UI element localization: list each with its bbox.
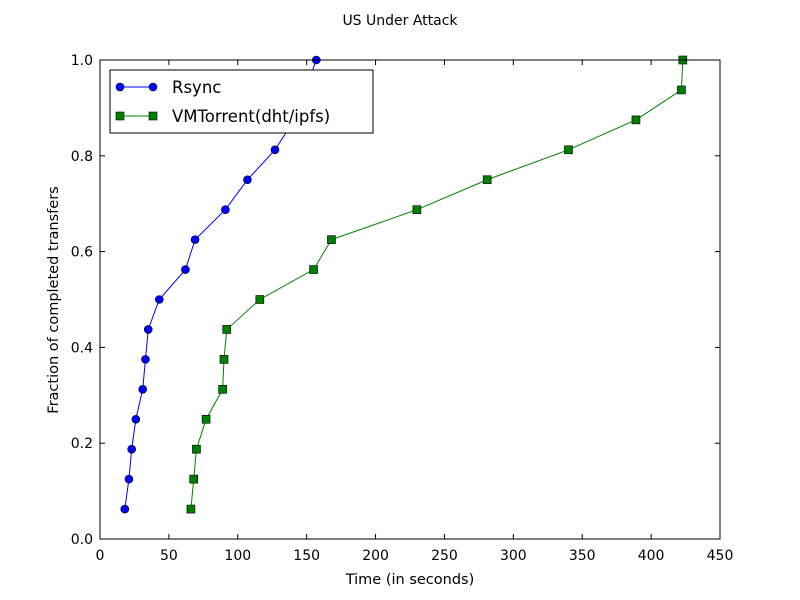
- chart-title: US Under Attack: [342, 13, 458, 29]
- data-point: [201, 414, 211, 424]
- legend-marker: [115, 111, 125, 121]
- data-point: [141, 355, 150, 364]
- plot-frame: [99, 59, 721, 540]
- x-axis: 0 50 100 150 200 250 300 350 400 450: [96, 60, 734, 564]
- data-point: [124, 474, 134, 484]
- x-tick-label: 450: [707, 548, 734, 564]
- data-point: [255, 295, 265, 304]
- legend-box: [109, 69, 374, 134]
- data-point: [143, 325, 153, 334]
- plot-background: [100, 60, 720, 539]
- y-tick-label: 0.8: [71, 149, 93, 165]
- data-point: [192, 444, 201, 454]
- x-tick-label: 100: [224, 548, 251, 564]
- x-tick-label: 150: [293, 548, 320, 564]
- x-tick-label: 50: [160, 548, 178, 564]
- data-point: [138, 385, 148, 394]
- series-line: [190, 59, 684, 510]
- legend: Rsync VMTorrent(dht/ipfs): [109, 69, 374, 134]
- data-point: [186, 504, 196, 514]
- y-tick-label: 0.6: [71, 245, 93, 261]
- y-tick-label: 0.4: [71, 340, 93, 356]
- series-vmtorrent: [186, 55, 688, 514]
- plot-area: [100, 60, 720, 539]
- legend-marker: [148, 82, 158, 92]
- data-point: [190, 235, 200, 244]
- x-tick-label: 200: [362, 548, 389, 564]
- legend-label: Rsync: [172, 78, 221, 97]
- y-axis: 0.0 0.2 0.4 0.6 0.8 1.0: [71, 53, 720, 548]
- data-point: [564, 145, 573, 155]
- y-tick-label: 0.2: [71, 436, 93, 452]
- data-point: [218, 385, 227, 394]
- data-point: [127, 444, 136, 454]
- data-point: [222, 325, 232, 334]
- data-point: [631, 115, 641, 125]
- y-axis-label: Fraction of completed transfers: [46, 186, 62, 413]
- data-point: [219, 355, 229, 364]
- legend-label: VMTorrent(dht/ipfs): [172, 107, 330, 126]
- data-point: [327, 235, 336, 244]
- data-point: [221, 205, 230, 214]
- x-tick-label: 0: [96, 548, 105, 564]
- y-tick-label: 1.0: [71, 53, 93, 69]
- legend-marker: [115, 82, 125, 92]
- data-point: [154, 295, 164, 304]
- data-point: [482, 175, 492, 185]
- x-tick-label: 250: [431, 548, 458, 564]
- data-point: [120, 504, 130, 514]
- x-tick-label: 300: [500, 548, 527, 564]
- data-point: [181, 265, 190, 274]
- x-axis-label: Time (in seconds): [345, 572, 475, 588]
- y-tick-label: 0.0: [71, 532, 93, 548]
- data-point: [677, 85, 686, 95]
- data-point: [412, 205, 422, 214]
- data-point: [131, 414, 141, 424]
- data-point: [309, 265, 318, 274]
- data-point: [243, 175, 252, 185]
- x-tick-label: 400: [638, 548, 665, 564]
- data-point: [270, 145, 280, 155]
- legend-marker: [148, 111, 158, 121]
- data-point: [189, 474, 198, 484]
- x-tick-label: 350: [569, 548, 596, 564]
